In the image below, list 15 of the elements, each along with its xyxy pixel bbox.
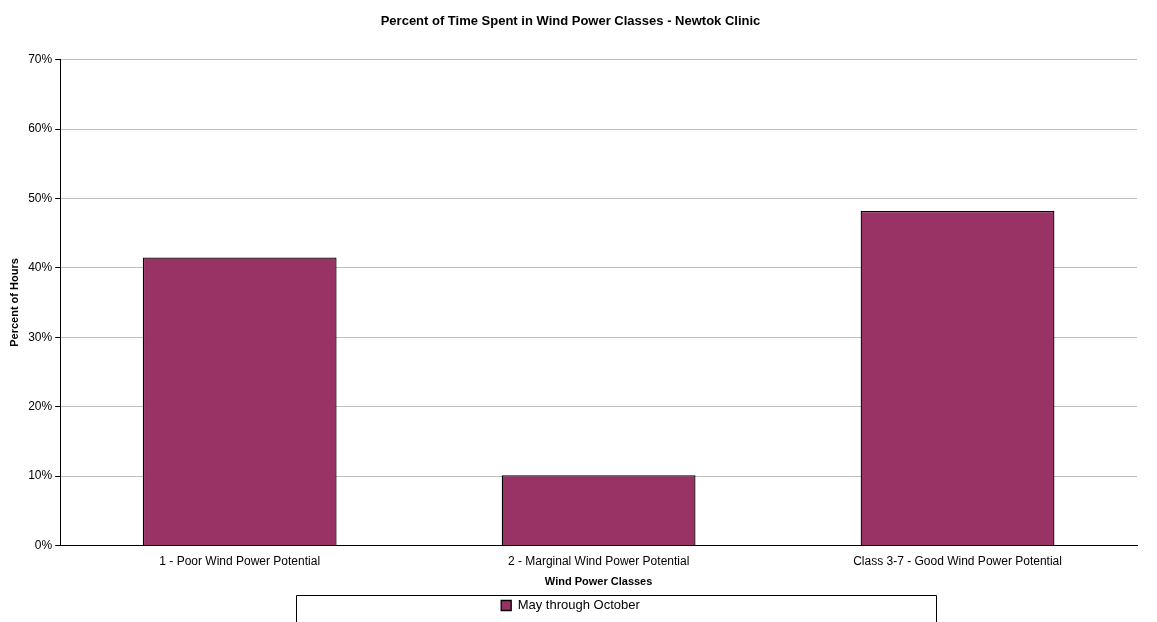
x-axis-title: Wind Power Classes bbox=[544, 575, 653, 588]
x-tick-label: 1 - Poor Wind Power Potential bbox=[159, 553, 321, 568]
y-tick-label: 70% bbox=[28, 51, 53, 66]
y-tick-label: 60% bbox=[28, 121, 53, 136]
x-tick-label: 2 - Marginal Wind Power Potential bbox=[507, 553, 690, 568]
y-tick-label: 50% bbox=[28, 190, 53, 205]
y-tick-label: 30% bbox=[28, 329, 53, 344]
y-tick-label: 10% bbox=[28, 468, 53, 483]
x-tick-label: Class 3-7 - Good Wind Power Potential bbox=[853, 553, 1062, 568]
y-axis-title: Percent of Hours bbox=[7, 258, 20, 347]
legend-label: May through October bbox=[517, 597, 641, 613]
y-tick-label: 0% bbox=[34, 537, 53, 552]
y-tick-label: 40% bbox=[28, 260, 53, 275]
chart-title: Percent of Time Spent in Wind Power Classes - Newtok Clinic bbox=[380, 13, 761, 29]
y-tick-label: 20% bbox=[28, 398, 53, 413]
